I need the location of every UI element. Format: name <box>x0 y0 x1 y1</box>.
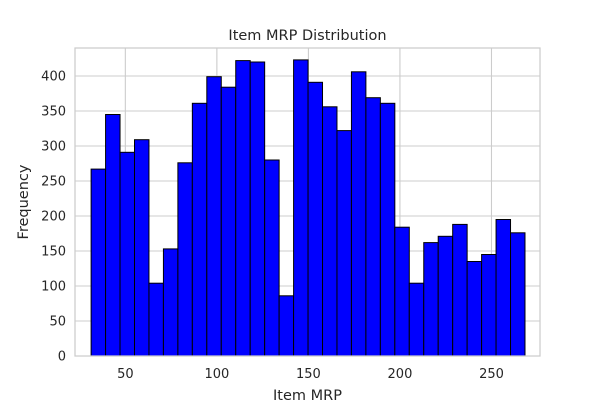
histogram-bar <box>307 81 324 357</box>
y-tick-label: 350 <box>41 105 66 120</box>
y-tick-label: 150 <box>41 245 66 260</box>
y-tick-label: 250 <box>41 175 66 190</box>
histogram-bar <box>90 168 107 357</box>
y-tick-label: 400 <box>41 70 66 85</box>
histogram-bar <box>466 261 483 357</box>
histogram-bar <box>394 226 410 357</box>
histogram-bar <box>322 106 338 357</box>
histogram-bar <box>379 102 396 357</box>
x-tick-label: 100 <box>204 367 229 382</box>
y-tick-label: 300 <box>41 140 66 155</box>
x-tick-label: 250 <box>479 367 504 382</box>
plot-frame <box>74 47 541 357</box>
histogram-bar <box>481 254 497 357</box>
chart-title: Item MRP Distribution <box>228 28 386 44</box>
histogram-bar <box>423 242 439 357</box>
histogram-bar <box>235 60 251 357</box>
histogram-bar <box>191 102 208 357</box>
histogram-bar <box>510 232 526 357</box>
histogram-bar <box>105 114 121 357</box>
y-tick-labels: 0 50 100 150 200 250 300 350 400 <box>41 70 66 365</box>
histogram-bar <box>350 71 367 357</box>
histogram-bar <box>452 223 468 357</box>
y-axis-label: Frequency <box>16 164 32 239</box>
histogram-bar <box>148 282 164 357</box>
x-axis-label: Item MRP <box>273 388 342 400</box>
histogram-bar <box>437 235 454 357</box>
x-tick-label: 200 <box>388 367 413 382</box>
histogram-bar <box>495 219 512 357</box>
histogram-bar <box>408 282 425 357</box>
y-tick-label: 0 <box>58 350 66 365</box>
histogram-bar <box>119 151 135 357</box>
histogram-bar <box>293 59 309 357</box>
histogram-bar <box>220 86 237 357</box>
x-tick-label: 50 <box>117 367 134 382</box>
x-tick-label: 150 <box>296 367 321 382</box>
y-tick-label: 50 <box>49 315 66 330</box>
histogram-bar <box>336 130 352 357</box>
histogram-bar <box>249 61 266 357</box>
histogram-bar <box>278 295 295 357</box>
y-tick-label: 200 <box>41 210 66 225</box>
x-tick-labels: 50 100 150 200 250 <box>117 367 504 382</box>
histogram-bar <box>133 139 150 357</box>
y-tick-label: 100 <box>41 280 66 295</box>
histogram-bar <box>206 76 222 357</box>
histogram-bar <box>264 159 280 357</box>
histogram-bar <box>162 248 179 357</box>
histogram-bar <box>365 97 381 357</box>
histogram-bar <box>177 162 193 357</box>
